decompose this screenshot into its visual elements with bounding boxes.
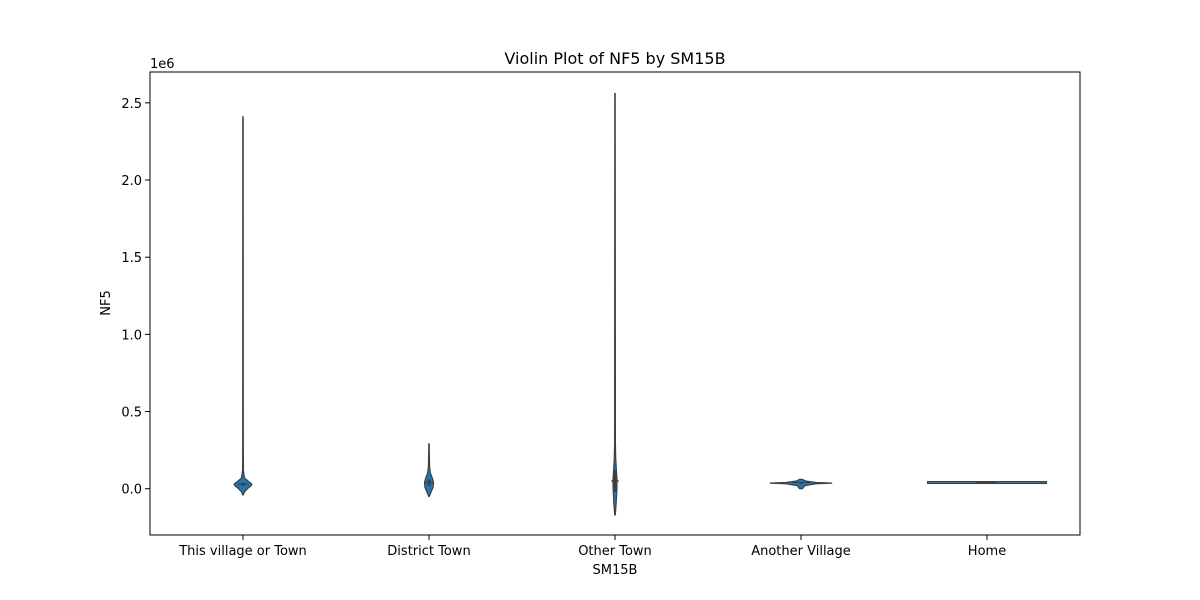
- x-axis-ticks: This village or Town District Town Other T…: [178, 535, 1006, 559]
- y-axis-ticks: 0.0 0.5 1.0 1.5 2.0 2.5: [121, 97, 150, 498]
- violin-body: [423, 443, 435, 497]
- plot-frame: [149, 71, 1081, 536]
- violin-1: [233, 116, 253, 496]
- violin-4: [769, 478, 833, 490]
- chart-title: Violin Plot of NF5 by SM15B: [504, 49, 725, 68]
- violin-3: [611, 93, 619, 516]
- y-tick-label: 1.0: [121, 328, 142, 343]
- violin-series: [233, 93, 1048, 516]
- x-tick-label: Home: [968, 544, 1006, 559]
- violin-2: [423, 443, 435, 497]
- x-axis-label: SM15B: [593, 563, 638, 578]
- y-tick-label: 2.0: [121, 174, 142, 189]
- x-tick-label: District Town: [387, 544, 470, 559]
- violin-body: [233, 116, 253, 496]
- y-offset-label: 1e6: [150, 57, 175, 72]
- x-tick-label: Another Village: [751, 544, 851, 559]
- y-tick-label: 0.5: [121, 406, 142, 421]
- y-tick-label: 0.0: [121, 483, 142, 498]
- violin-body: [612, 93, 618, 516]
- y-tick-label: 2.5: [121, 97, 142, 112]
- violin-5: [926, 481, 1048, 485]
- x-tick-label: Other Town: [578, 544, 652, 559]
- x-tick-label: This village or Town: [178, 544, 307, 559]
- y-tick-label: 1.5: [121, 251, 142, 266]
- y-axis-label: NF5: [99, 290, 114, 315]
- violin-quartile-box: [799, 482, 803, 485]
